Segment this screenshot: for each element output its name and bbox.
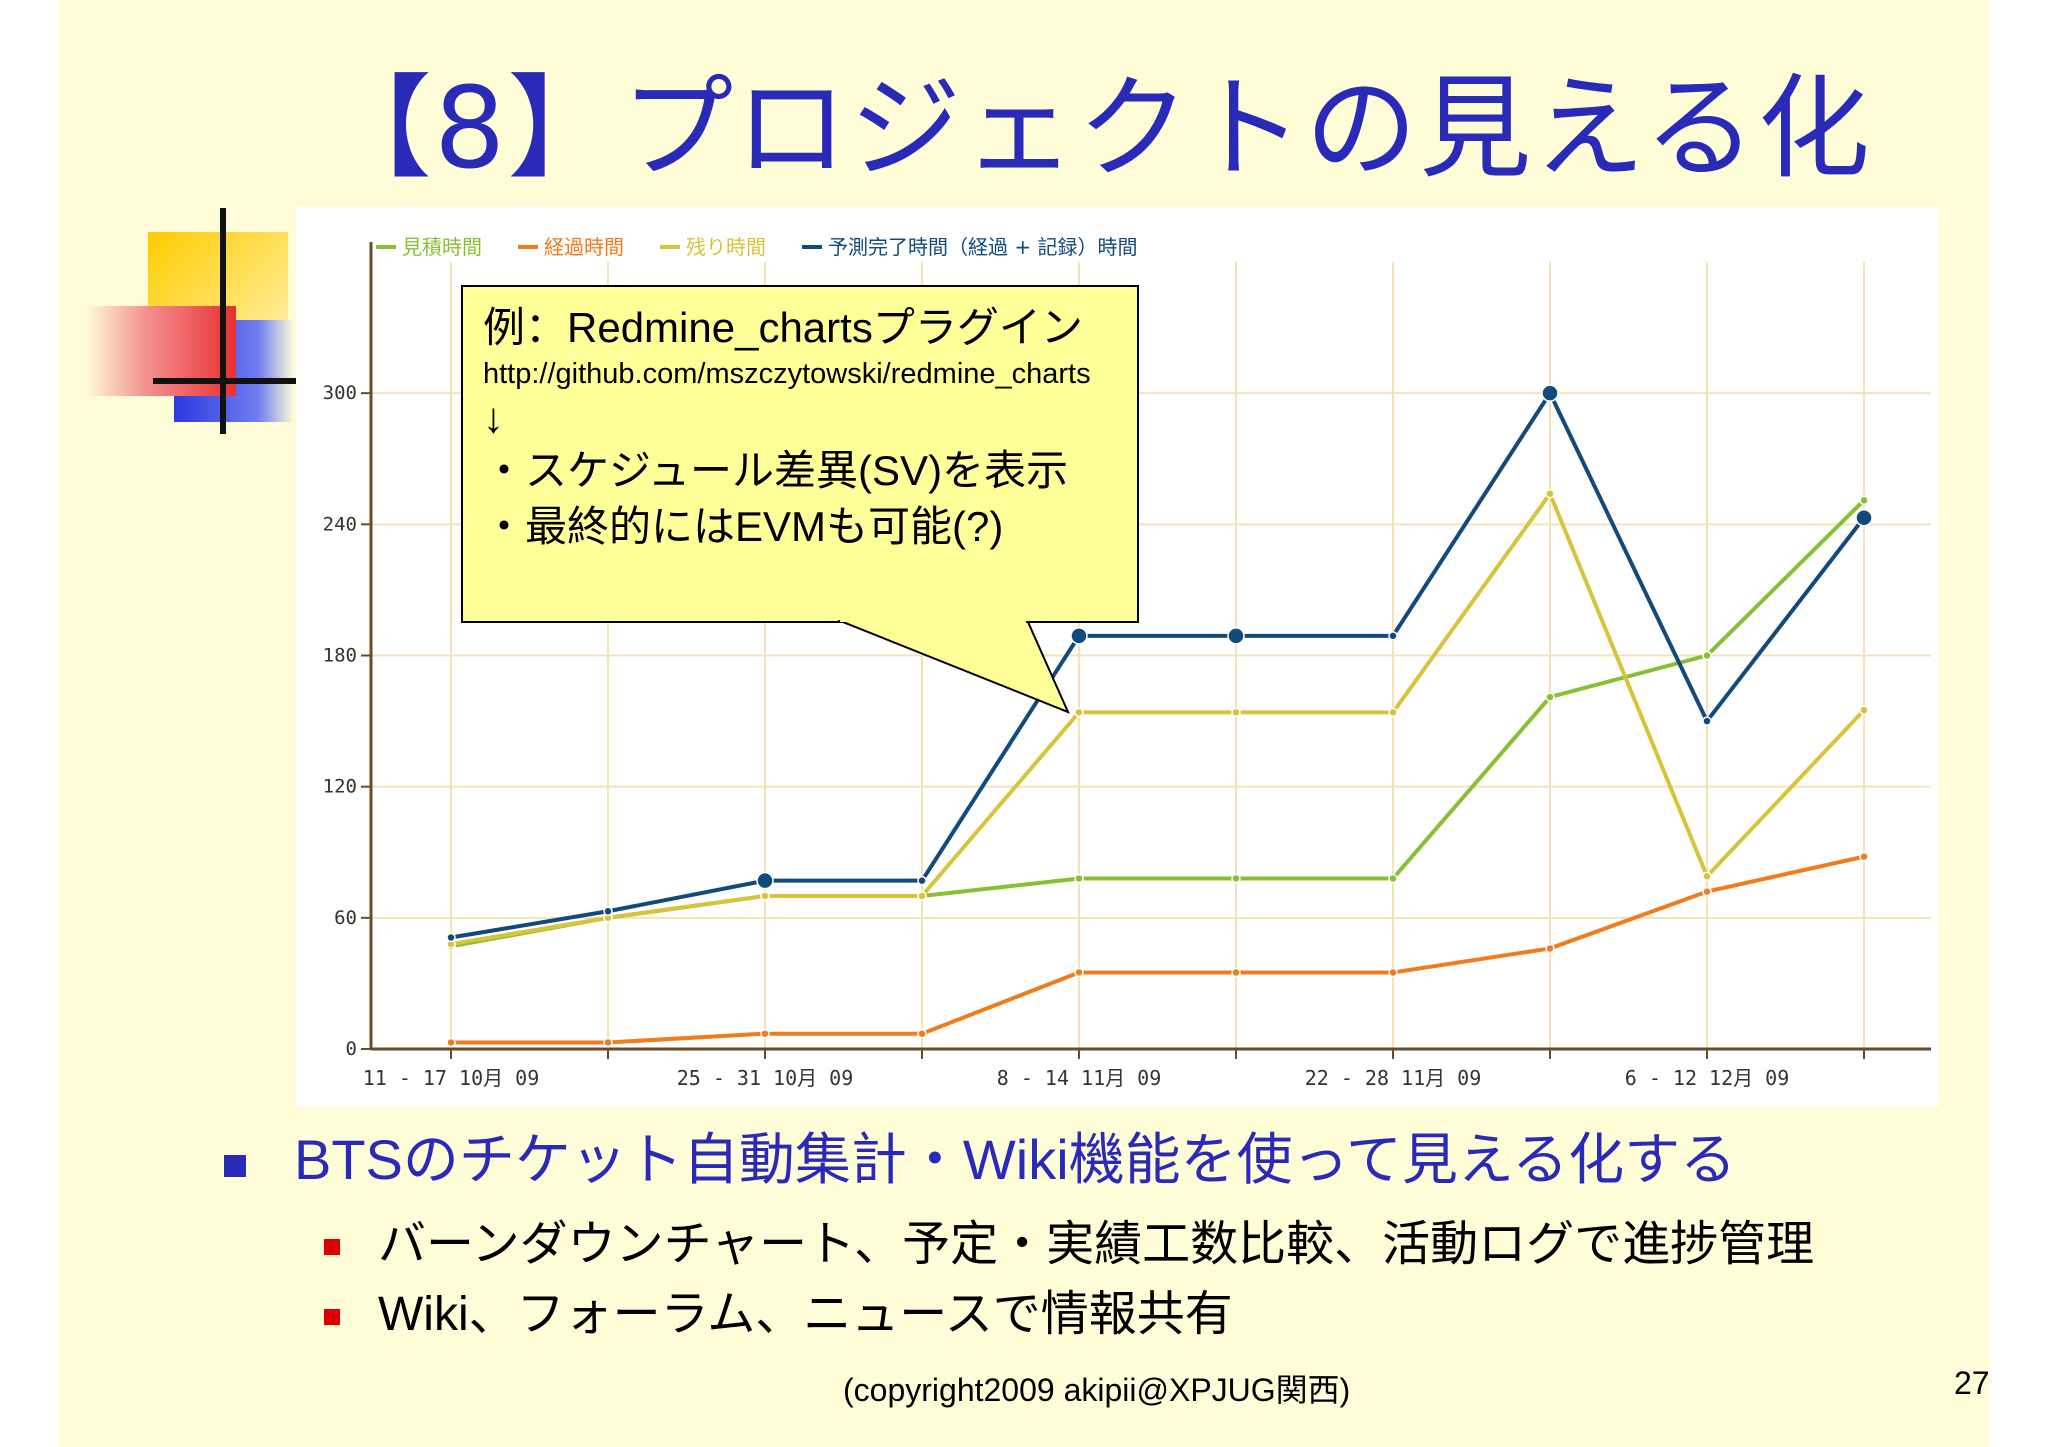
y-tick-label: 180	[323, 645, 357, 667]
legend-label: 見積時間	[402, 235, 482, 259]
x-tick-label: 25 - 31 10月 09	[677, 1066, 854, 1090]
data-point	[1388, 873, 1398, 884]
y-tick-label: 240	[323, 513, 357, 535]
callout-url: http://github.com/mszczytowski/redmine_c…	[483, 358, 1091, 390]
data-point	[1074, 873, 1084, 884]
x-tick-label: 6 - 12 12月 09	[1625, 1066, 1790, 1090]
data-point	[1545, 488, 1555, 499]
data-point	[1859, 495, 1869, 506]
line-chart: 0 60 120 180 240 300 11 - 17 10月 09 25 - 31 10月…	[323, 235, 1931, 1090]
bullet-sub-text: バーンダウンチャート、予定・実績工数比較、活動ログで進捗管理	[378, 1218, 1815, 1271]
data-point	[1074, 707, 1084, 718]
x-tick-label: 11 - 17 10月 09	[363, 1066, 540, 1090]
data-point	[1541, 384, 1559, 402]
data-point	[917, 875, 927, 886]
series-line	[451, 854, 1865, 1045]
data-point	[1231, 707, 1241, 718]
data-point	[1074, 967, 1084, 978]
data-point	[1859, 705, 1869, 715]
y-tick-label: 120	[323, 776, 357, 798]
callout-item: ・スケジュール差異(SV)を表示	[483, 447, 1069, 494]
data-point	[760, 891, 770, 901]
data-point	[1545, 692, 1555, 702]
data-point	[1702, 650, 1712, 661]
square-bullet-icon	[324, 1239, 340, 1255]
data-point	[446, 932, 456, 943]
data-point	[446, 1037, 456, 1048]
bullet-sub-text: Wiki、フォーラム、ニュースで情報共有	[378, 1288, 1233, 1341]
data-point	[1702, 886, 1712, 897]
data-point	[1859, 851, 1869, 862]
decorative-horizontal-line	[153, 378, 323, 384]
data-point	[1388, 631, 1398, 641]
data-point	[1231, 873, 1241, 884]
callout-tail	[838, 620, 1070, 714]
callout-arrow: ↓	[483, 394, 504, 441]
data-point	[917, 1028, 927, 1039]
data-point	[760, 1028, 770, 1039]
x-tick-label: 8 - 14 11月 09	[997, 1066, 1162, 1090]
y-tick-label: 60	[334, 907, 357, 929]
data-point	[1702, 716, 1712, 726]
data-point	[1702, 871, 1712, 882]
data-point	[756, 871, 774, 890]
data-point	[1545, 943, 1555, 954]
legend-label: 予測完了時間（経過 + 記録）時間	[828, 235, 1137, 259]
data-point	[1388, 707, 1398, 718]
x-tick-label: 22 - 28 11月 09	[1305, 1066, 1482, 1090]
page-number: 27	[1954, 1365, 1990, 1401]
square-bullet-icon	[224, 1155, 246, 1177]
data-point	[603, 906, 613, 917]
callout-box: 例：Redmine_chartsプラグイン http://github.com/…	[461, 285, 1139, 623]
callout-item: ・最終的にはEVMも可能(?)	[483, 503, 1004, 550]
slide-title: 【8】プロジェクトの見える化	[320, 64, 1872, 194]
square-bullet-icon	[324, 1309, 340, 1325]
legend-label: 経過時間	[544, 235, 624, 259]
data-point	[1231, 967, 1241, 978]
decorative-vertical-line	[220, 208, 226, 434]
data-point	[917, 891, 927, 901]
footer-copyright: (copyright2009 akipii@XPJUG関西)	[843, 1372, 1351, 1408]
y-tick-label: 300	[323, 382, 357, 404]
y-tick-label: 0	[346, 1038, 357, 1060]
callout-heading: 例：Redmine_chartsプラグイン	[483, 304, 1083, 351]
series-line	[450, 491, 1866, 947]
slide: 【8】プロジェクトの見える化 0 60 120 180 240 300 11 - 17 10…	[58, 0, 1990, 1447]
data-point	[1070, 627, 1088, 645]
legend-label: 残り時間	[686, 235, 766, 259]
data-point	[603, 1037, 613, 1048]
bullet-main-text: BTSのチケット自動集計・Wiki機能を使って見える化する	[294, 1128, 1737, 1191]
data-point	[1855, 509, 1873, 527]
data-point	[1227, 627, 1245, 645]
series-line	[450, 391, 1866, 940]
data-point	[1388, 967, 1398, 978]
